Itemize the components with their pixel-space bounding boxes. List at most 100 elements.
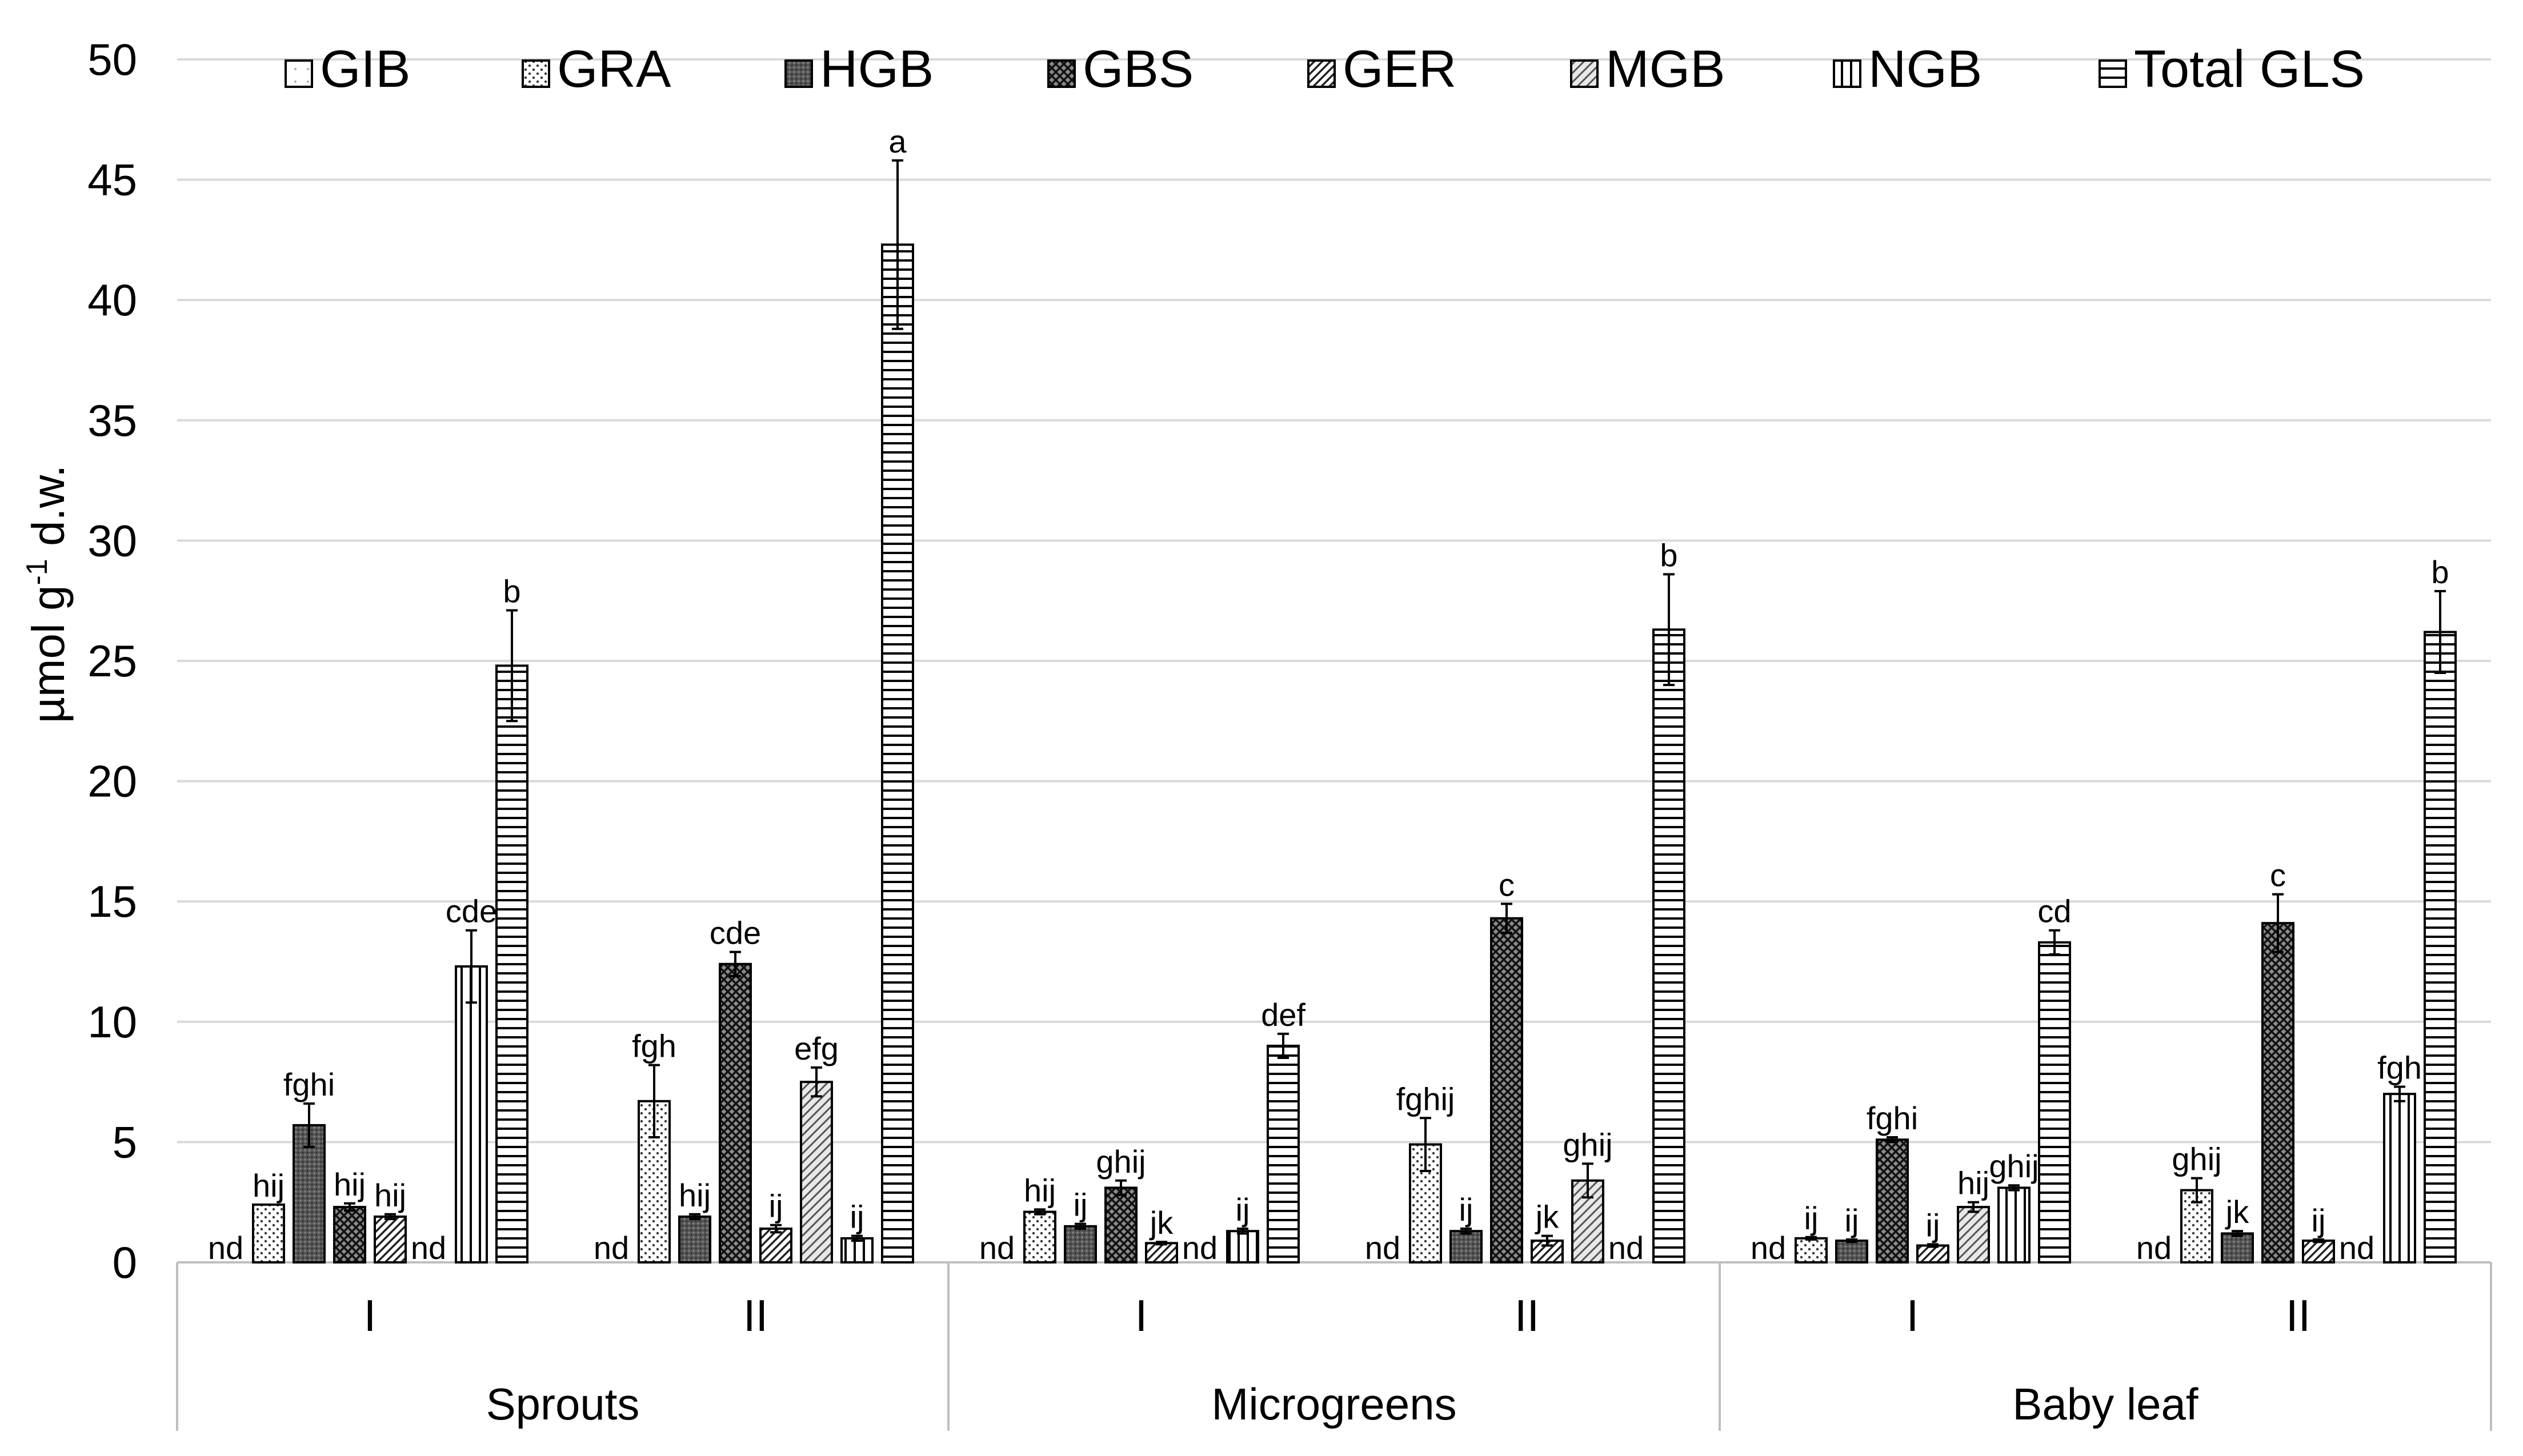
nd-label: nd bbox=[1182, 1230, 1218, 1266]
nd-label: nd bbox=[411, 1230, 446, 1266]
significance-label: c bbox=[2270, 857, 2286, 893]
significance-label: ij bbox=[1074, 1187, 1088, 1223]
bar-mgb bbox=[800, 1081, 833, 1264]
bar-total-gls bbox=[881, 243, 914, 1264]
significance-label: hij bbox=[1957, 1165, 1989, 1201]
y-tick-label: 0 bbox=[113, 1237, 137, 1287]
nd-label: nd bbox=[2136, 1230, 2172, 1266]
significance-label: cd bbox=[2037, 893, 2071, 929]
subgroup-label: I bbox=[1907, 1290, 1919, 1341]
subgroup-label: I bbox=[364, 1290, 377, 1341]
significance-label: ghij bbox=[2172, 1141, 2221, 1177]
bar-ngb bbox=[2383, 1093, 2416, 1264]
bar-gra bbox=[1023, 1210, 1056, 1264]
bar-ger bbox=[759, 1228, 792, 1264]
legend-label: HGB bbox=[820, 40, 934, 98]
legend-swatch bbox=[522, 59, 550, 88]
bar-ngb bbox=[840, 1237, 874, 1264]
nd-label: nd bbox=[1751, 1230, 1786, 1266]
significance-label: jk bbox=[1535, 1199, 1559, 1235]
y-tick-label: 30 bbox=[87, 515, 137, 565]
significance-label: ghij bbox=[1096, 1144, 1146, 1180]
y-tick-label: 10 bbox=[87, 997, 137, 1047]
bar-hgb bbox=[678, 1215, 711, 1264]
legend-swatch bbox=[784, 59, 813, 88]
bar-hgb bbox=[2221, 1232, 2254, 1264]
significance-label: ghij bbox=[1989, 1148, 2039, 1184]
legend-label: GBS bbox=[1083, 40, 1194, 98]
significance-label: jk bbox=[1149, 1205, 1174, 1241]
nd-label: nd bbox=[594, 1230, 629, 1266]
significance-label: fgh bbox=[632, 1028, 676, 1064]
bar-ngb bbox=[1997, 1186, 2031, 1264]
significance-label: ij bbox=[769, 1188, 783, 1224]
bar-total-gls bbox=[2038, 941, 2071, 1264]
significance-label: hij bbox=[253, 1168, 285, 1204]
y-axis-label: µmol g-1 d.w. bbox=[21, 465, 74, 724]
bar-gbs bbox=[1876, 1138, 1909, 1264]
y-tick-label: 25 bbox=[87, 636, 137, 686]
subgroup-label: II bbox=[1515, 1290, 1539, 1341]
legend-label: MGB bbox=[1605, 40, 1725, 98]
significance-label: ghij bbox=[1563, 1126, 1612, 1162]
significance-label: b bbox=[1660, 537, 1677, 573]
bar-hgb bbox=[1064, 1225, 1097, 1264]
gridlines bbox=[177, 58, 2491, 1264]
y-axis-ticks: 0 5 10 15 20 25 30 35 40 45 50 bbox=[87, 34, 137, 1287]
significance-label: b bbox=[503, 573, 520, 609]
significance-label: a bbox=[888, 123, 907, 159]
significance-label: ij bbox=[1236, 1192, 1250, 1228]
bar-gra bbox=[1795, 1237, 1828, 1264]
significance-label: ij bbox=[1926, 1207, 1940, 1243]
bar-gbs bbox=[1104, 1186, 1138, 1264]
bar-total-gls bbox=[495, 664, 528, 1264]
significance-label: fghi bbox=[283, 1066, 335, 1102]
legend-swatch bbox=[1570, 59, 1599, 88]
bar-hgb bbox=[1835, 1240, 1868, 1264]
significance-label: ij bbox=[850, 1199, 864, 1235]
bar-gbs bbox=[719, 962, 752, 1264]
bar-hgb bbox=[1449, 1230, 1483, 1264]
y-tick-label: 20 bbox=[87, 756, 137, 807]
significance-label: hij bbox=[374, 1177, 406, 1213]
bar-ger bbox=[2302, 1240, 2335, 1264]
significance-label: fgh bbox=[2377, 1050, 2422, 1086]
bar-total-gls bbox=[2424, 631, 2457, 1264]
nd-label: nd bbox=[979, 1230, 1015, 1266]
bar-ger bbox=[374, 1215, 407, 1264]
legend-swatch bbox=[1047, 59, 1076, 88]
significance-label: hij bbox=[679, 1177, 711, 1213]
group-label: Baby leaf bbox=[2012, 1379, 2198, 1429]
significance-label: ij bbox=[2312, 1202, 2326, 1238]
legend-swatch bbox=[1307, 59, 1336, 88]
bar-hgb bbox=[293, 1124, 326, 1264]
legend-label: GRA bbox=[557, 40, 671, 98]
significance-label: ij bbox=[1804, 1200, 1819, 1236]
significance-label: ij bbox=[1845, 1202, 1859, 1238]
bar-total-gls bbox=[1652, 628, 1685, 1264]
legend-swatch bbox=[2099, 59, 2127, 88]
significance-label: jk bbox=[2225, 1194, 2249, 1230]
y-tick-label: 45 bbox=[87, 155, 137, 205]
significance-label: hij bbox=[1024, 1172, 1056, 1208]
legend-label: GER bbox=[1343, 40, 1456, 98]
bar-gbs bbox=[2261, 922, 2294, 1264]
legend-label: GIB bbox=[320, 40, 410, 98]
bar-ger bbox=[1145, 1242, 1178, 1264]
significance-label: hij bbox=[334, 1166, 366, 1202]
y-tick-label: 40 bbox=[87, 275, 137, 325]
bar-gra bbox=[252, 1203, 285, 1264]
legend-swatch bbox=[1833, 59, 1861, 88]
nd-label: nd bbox=[1608, 1230, 1644, 1266]
significance-label: fghi bbox=[1867, 1100, 1918, 1136]
subgroup-label: I bbox=[1135, 1290, 1148, 1341]
significance-label: cde bbox=[446, 893, 497, 929]
subgroup-label: II bbox=[743, 1290, 768, 1341]
legend: GIB GRA HGB GBS GER MGB NGB Total GLS bbox=[285, 40, 2365, 98]
nd-label: nd bbox=[1365, 1230, 1400, 1266]
significance-label: fghij bbox=[1396, 1081, 1455, 1117]
bar-mgb bbox=[1957, 1206, 1990, 1264]
significance-label: c bbox=[1499, 867, 1515, 903]
significance-label: cde bbox=[710, 915, 761, 951]
